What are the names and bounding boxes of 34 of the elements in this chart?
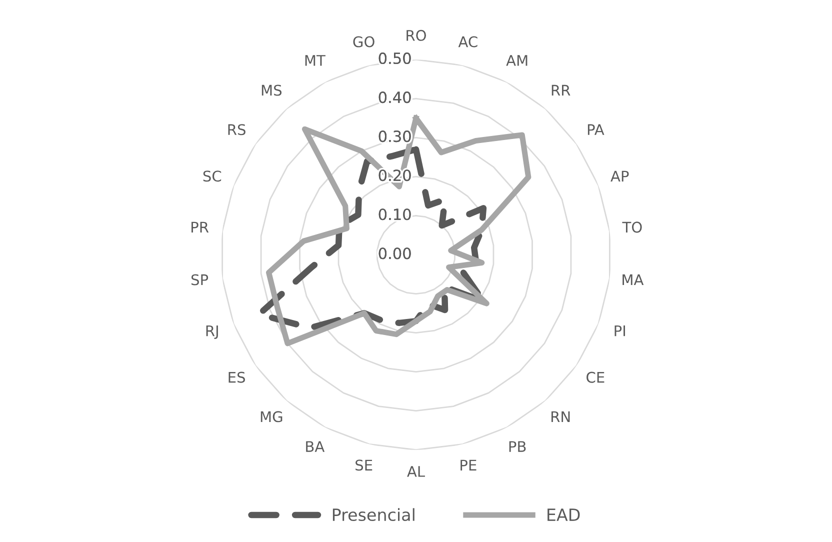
- legend-label: EAD: [548, 508, 580, 521]
- spoke-label: GO: [353, 36, 374, 48]
- spoke-label: AL: [407, 466, 425, 477]
- spoke-label: AP: [610, 170, 629, 182]
- spoke-label: AC: [458, 36, 478, 48]
- spoke-label: SE: [356, 460, 372, 471]
- spoke-label: MA: [622, 274, 644, 286]
- spoke-label: RN: [551, 411, 570, 422]
- spoke-label: PE: [460, 460, 476, 470]
- y-tick-label: 0.10: [378, 208, 411, 220]
- spoke-label: SP: [191, 274, 208, 286]
- spoke-label: RJ: [206, 325, 218, 339]
- spoke-label: RR: [552, 84, 570, 96]
- spoke-label: TO: [622, 222, 642, 233]
- spoke-label: CE: [586, 372, 604, 383]
- spoke-label: PI: [614, 325, 625, 336]
- legend-label: Presencial: [332, 508, 414, 522]
- spoke-label: MS: [262, 84, 282, 96]
- y-tick-label: 0.00: [378, 248, 411, 260]
- y-tick-label: 0.40: [378, 92, 411, 104]
- spoke-label: SC: [203, 170, 222, 182]
- spoke-label: PA: [588, 124, 604, 135]
- spoke-label: ES: [228, 372, 245, 383]
- spoke-label: RS: [228, 124, 246, 136]
- spoke-label: AM: [506, 55, 528, 66]
- spoke-label: PB: [509, 441, 526, 452]
- y-tick-label: 0.30: [378, 130, 411, 142]
- spoke-label: MT: [305, 55, 326, 66]
- spoke-label: MG: [260, 411, 282, 422]
- spoke-label: PR: [192, 222, 209, 232]
- y-tick-label: 0.50: [378, 52, 411, 64]
- spoke-label: RO: [406, 30, 426, 41]
- spoke-label: BA: [306, 441, 325, 452]
- y-tick-label: 0.20: [378, 170, 411, 182]
